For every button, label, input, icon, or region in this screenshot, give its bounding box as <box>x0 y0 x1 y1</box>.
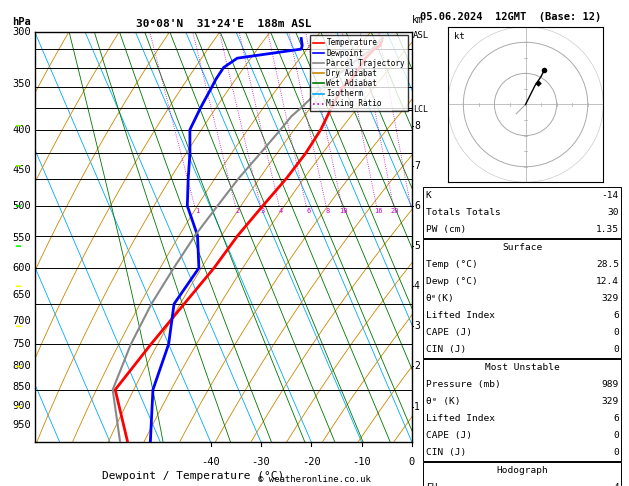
Text: 0: 0 <box>613 448 619 457</box>
Text: Lifted Index: Lifted Index <box>426 414 495 423</box>
Text: 400: 400 <box>12 125 31 135</box>
Text: EH: EH <box>426 483 437 486</box>
Text: K: K <box>426 191 431 200</box>
Text: 0: 0 <box>613 431 619 440</box>
Text: 5: 5 <box>414 241 420 251</box>
Text: 500: 500 <box>12 201 31 211</box>
Text: 1.35: 1.35 <box>596 225 619 234</box>
Text: Pressure (mb): Pressure (mb) <box>426 380 501 389</box>
Text: Totals Totals: Totals Totals <box>426 208 501 217</box>
Text: 329: 329 <box>602 294 619 303</box>
Text: 6: 6 <box>613 414 619 423</box>
Text: 350: 350 <box>12 79 31 89</box>
Text: 8: 8 <box>414 121 420 131</box>
Text: 700: 700 <box>12 315 31 326</box>
Text: km: km <box>413 16 424 25</box>
Text: 4: 4 <box>414 281 420 291</box>
Title: 30°08'N  31°24'E  188m ASL: 30°08'N 31°24'E 188m ASL <box>135 19 311 30</box>
Text: ASL: ASL <box>413 31 428 40</box>
Text: 12.4: 12.4 <box>596 277 619 286</box>
Text: 2: 2 <box>235 208 240 214</box>
Text: 1: 1 <box>195 208 199 214</box>
Text: CAPE (J): CAPE (J) <box>426 431 472 440</box>
Text: -20: -20 <box>302 457 321 467</box>
Text: 6: 6 <box>613 311 619 320</box>
Text: CIN (J): CIN (J) <box>426 448 466 457</box>
Text: 0: 0 <box>613 328 619 337</box>
Text: Dewpoint / Temperature (°C): Dewpoint / Temperature (°C) <box>102 471 284 481</box>
Text: Dewp (°C): Dewp (°C) <box>426 277 477 286</box>
Text: θᵉ(K): θᵉ(K) <box>426 294 455 303</box>
Text: 329: 329 <box>602 397 619 406</box>
Text: PW (cm): PW (cm) <box>426 225 466 234</box>
Text: Lifted Index: Lifted Index <box>426 311 495 320</box>
Text: -14: -14 <box>602 191 619 200</box>
Text: 450: 450 <box>12 165 31 175</box>
Text: θᵉ (K): θᵉ (K) <box>426 397 460 406</box>
Text: 800: 800 <box>12 361 31 371</box>
Text: -30: -30 <box>252 457 270 467</box>
Text: 850: 850 <box>12 382 31 392</box>
Text: 6: 6 <box>414 201 420 211</box>
Text: -10: -10 <box>352 457 371 467</box>
Text: Mixing Ratio (g/kg): Mixing Ratio (g/kg) <box>442 186 450 288</box>
Text: 3: 3 <box>260 208 265 214</box>
Text: 4: 4 <box>279 208 283 214</box>
Text: 10: 10 <box>340 208 348 214</box>
Text: 20: 20 <box>391 208 399 214</box>
Text: 2: 2 <box>414 362 420 371</box>
Text: Most Unstable: Most Unstable <box>485 363 560 372</box>
Text: 16: 16 <box>374 208 382 214</box>
Text: 28.5: 28.5 <box>596 260 619 269</box>
Text: 989: 989 <box>602 380 619 389</box>
Text: 30: 30 <box>608 208 619 217</box>
Text: 550: 550 <box>12 233 31 243</box>
Text: kt: kt <box>454 32 465 41</box>
Text: 650: 650 <box>12 290 31 300</box>
Text: 0: 0 <box>613 345 619 354</box>
Legend: Temperature, Dewpoint, Parcel Trajectory, Dry Adiabat, Wet Adiabat, Isotherm, Mi: Temperature, Dewpoint, Parcel Trajectory… <box>309 35 408 111</box>
Text: hPa: hPa <box>12 17 31 28</box>
Text: 0: 0 <box>409 457 415 467</box>
Text: 1: 1 <box>414 401 420 412</box>
Text: CIN (J): CIN (J) <box>426 345 466 354</box>
Text: Hodograph: Hodograph <box>496 466 548 475</box>
Text: 600: 600 <box>12 263 31 273</box>
Text: 900: 900 <box>12 401 31 411</box>
Text: 750: 750 <box>12 339 31 349</box>
Text: 3: 3 <box>414 321 420 331</box>
Text: -40: -40 <box>201 457 220 467</box>
Text: LCL: LCL <box>413 105 428 114</box>
Text: CAPE (J): CAPE (J) <box>426 328 472 337</box>
Text: © weatheronline.co.uk: © weatheronline.co.uk <box>258 474 371 484</box>
Text: 8: 8 <box>326 208 330 214</box>
Text: 300: 300 <box>12 27 31 36</box>
Text: Surface: Surface <box>503 243 542 252</box>
Text: Temp (°C): Temp (°C) <box>426 260 477 269</box>
Text: 6: 6 <box>306 208 310 214</box>
Text: 950: 950 <box>12 420 31 430</box>
Text: 05.06.2024  12GMT  (Base: 12): 05.06.2024 12GMT (Base: 12) <box>420 12 601 22</box>
Text: 7: 7 <box>414 161 420 171</box>
Text: 4: 4 <box>613 483 619 486</box>
